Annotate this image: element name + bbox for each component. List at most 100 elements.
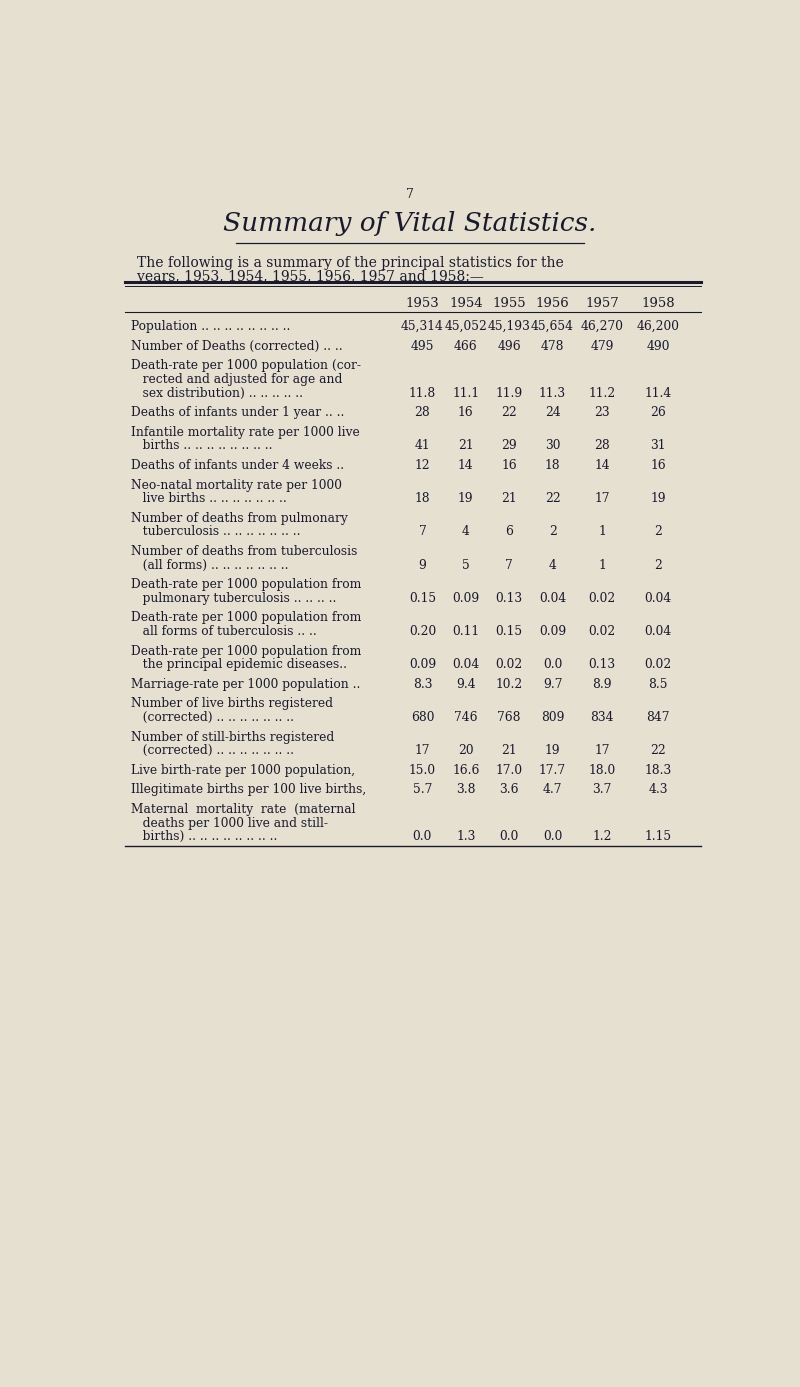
- Text: 2: 2: [654, 526, 662, 538]
- Text: 45,052: 45,052: [444, 320, 487, 333]
- Text: 1: 1: [598, 559, 606, 571]
- Text: 0.09: 0.09: [539, 626, 566, 638]
- Text: 30: 30: [545, 440, 560, 452]
- Text: 746: 746: [454, 712, 478, 724]
- Text: 11.4: 11.4: [644, 387, 672, 399]
- Text: 19: 19: [650, 492, 666, 505]
- Text: 4: 4: [462, 526, 470, 538]
- Text: births) .. .. .. .. .. .. .. ..: births) .. .. .. .. .. .. .. ..: [131, 831, 278, 843]
- Text: 0.09: 0.09: [409, 659, 436, 671]
- Text: 16.6: 16.6: [452, 764, 479, 777]
- Text: Live birth-rate per 1000 population,: Live birth-rate per 1000 population,: [131, 764, 355, 777]
- Text: 466: 466: [454, 340, 478, 352]
- Text: Number of Deaths (corrected) .. ..: Number of Deaths (corrected) .. ..: [131, 340, 342, 352]
- Text: 21: 21: [502, 492, 517, 505]
- Text: 0.02: 0.02: [495, 659, 523, 671]
- Text: 1953: 1953: [406, 297, 439, 309]
- Text: 0.09: 0.09: [452, 592, 479, 605]
- Text: 22: 22: [545, 492, 561, 505]
- Text: 11.8: 11.8: [409, 387, 436, 399]
- Text: 496: 496: [498, 340, 521, 352]
- Text: 17: 17: [594, 745, 610, 757]
- Text: Infantile mortality rate per 1000 live: Infantile mortality rate per 1000 live: [131, 426, 360, 438]
- Text: 29: 29: [502, 440, 517, 452]
- Text: 495: 495: [410, 340, 434, 352]
- Text: 478: 478: [541, 340, 564, 352]
- Text: Neo-natal mortality rate per 1000: Neo-natal mortality rate per 1000: [131, 479, 342, 491]
- Text: 1956: 1956: [536, 297, 570, 309]
- Text: 18.0: 18.0: [589, 764, 616, 777]
- Text: Deaths of infants under 4 weeks ..: Deaths of infants under 4 weeks ..: [131, 459, 344, 472]
- Text: 7: 7: [506, 559, 513, 571]
- Text: 3.8: 3.8: [456, 784, 475, 796]
- Text: 46,200: 46,200: [637, 320, 679, 333]
- Text: 7: 7: [418, 526, 426, 538]
- Text: 0.13: 0.13: [589, 659, 616, 671]
- Text: deaths per 1000 live and still-: deaths per 1000 live and still-: [131, 817, 328, 829]
- Text: 18.3: 18.3: [644, 764, 672, 777]
- Text: 5.7: 5.7: [413, 784, 432, 796]
- Text: 31: 31: [650, 440, 666, 452]
- Text: 41: 41: [414, 440, 430, 452]
- Text: 20: 20: [458, 745, 474, 757]
- Text: 8.3: 8.3: [413, 678, 432, 691]
- Text: Marriage-rate per 1000 population ..: Marriage-rate per 1000 population ..: [131, 678, 360, 691]
- Text: 46,270: 46,270: [581, 320, 624, 333]
- Text: 0.13: 0.13: [496, 592, 522, 605]
- Text: 2: 2: [549, 526, 557, 538]
- Text: 0.04: 0.04: [452, 659, 479, 671]
- Text: 11.2: 11.2: [589, 387, 616, 399]
- Text: Number of deaths from tuberculosis: Number of deaths from tuberculosis: [131, 545, 358, 558]
- Text: 0.02: 0.02: [644, 659, 672, 671]
- Text: 21: 21: [502, 745, 517, 757]
- Text: 11.3: 11.3: [539, 387, 566, 399]
- Text: 22: 22: [502, 406, 517, 419]
- Text: Deaths of infants under 1 year .. ..: Deaths of infants under 1 year .. ..: [131, 406, 344, 419]
- Text: 0.04: 0.04: [644, 592, 672, 605]
- Text: 45,654: 45,654: [531, 320, 574, 333]
- Text: 490: 490: [646, 340, 670, 352]
- Text: 17: 17: [414, 745, 430, 757]
- Text: 7: 7: [406, 187, 414, 201]
- Text: 22: 22: [650, 745, 666, 757]
- Text: 3.6: 3.6: [499, 784, 519, 796]
- Text: 0.0: 0.0: [413, 831, 432, 843]
- Text: 11.1: 11.1: [452, 387, 479, 399]
- Text: 1954: 1954: [449, 297, 482, 309]
- Text: Maternal  mortality  rate  (maternal: Maternal mortality rate (maternal: [131, 803, 355, 816]
- Text: 9.7: 9.7: [543, 678, 562, 691]
- Text: 0.15: 0.15: [409, 592, 436, 605]
- Text: 16: 16: [502, 459, 517, 472]
- Text: Illegitimate births per 100 live births,: Illegitimate births per 100 live births,: [131, 784, 366, 796]
- Text: 0.04: 0.04: [644, 626, 672, 638]
- Text: pulmonary tuberculosis .. .. .. ..: pulmonary tuberculosis .. .. .. ..: [131, 592, 336, 605]
- Text: 17: 17: [594, 492, 610, 505]
- Text: 21: 21: [458, 440, 474, 452]
- Text: The following is a summary of the principal statistics for the: The following is a summary of the princi…: [138, 257, 564, 270]
- Text: Number of live births registered: Number of live births registered: [131, 698, 333, 710]
- Text: 9: 9: [418, 559, 426, 571]
- Text: (corrected) .. .. .. .. .. .. ..: (corrected) .. .. .. .. .. .. ..: [131, 712, 294, 724]
- Text: Summary of Vital Statistics.: Summary of Vital Statistics.: [223, 211, 597, 236]
- Text: 0.20: 0.20: [409, 626, 436, 638]
- Text: live births .. .. .. .. .. .. ..: live births .. .. .. .. .. .. ..: [131, 492, 286, 505]
- Text: 16: 16: [458, 406, 474, 419]
- Text: Number of deaths from pulmonary: Number of deaths from pulmonary: [131, 512, 348, 524]
- Text: 28: 28: [594, 440, 610, 452]
- Text: 15.0: 15.0: [409, 764, 436, 777]
- Text: 14: 14: [458, 459, 474, 472]
- Text: 0.11: 0.11: [452, 626, 479, 638]
- Text: births .. .. .. .. .. .. .. ..: births .. .. .. .. .. .. .. ..: [131, 440, 273, 452]
- Text: 0.04: 0.04: [539, 592, 566, 605]
- Text: 18: 18: [414, 492, 430, 505]
- Text: 26: 26: [650, 406, 666, 419]
- Text: 4.7: 4.7: [543, 784, 562, 796]
- Text: 8.9: 8.9: [592, 678, 612, 691]
- Text: 0.02: 0.02: [589, 626, 616, 638]
- Text: 847: 847: [646, 712, 670, 724]
- Text: 1.3: 1.3: [456, 831, 475, 843]
- Text: 0.0: 0.0: [499, 831, 519, 843]
- Text: 23: 23: [594, 406, 610, 419]
- Text: 0.0: 0.0: [543, 659, 562, 671]
- Text: 5: 5: [462, 559, 470, 571]
